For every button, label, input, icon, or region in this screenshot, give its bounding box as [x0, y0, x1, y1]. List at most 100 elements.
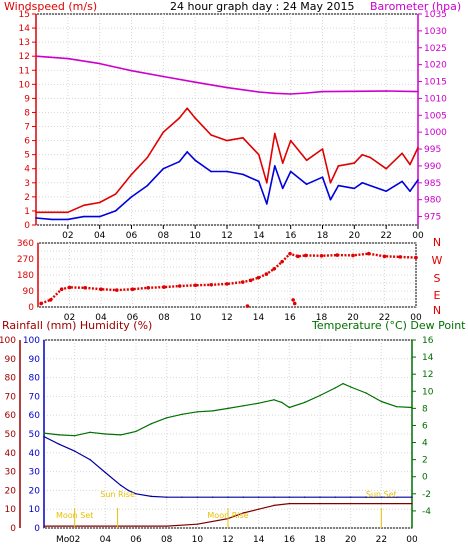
humidity-tick-label: 80 [29, 374, 41, 384]
x-tick-label: 08 [161, 535, 173, 545]
humidity-tick-label: 70 [29, 392, 41, 402]
x-tick-label: 12 [221, 231, 232, 241]
direction-point [292, 301, 297, 306]
x-tick-label: 04 [95, 313, 107, 323]
left-tick-label: 2 [24, 193, 30, 203]
point-gust [178, 117, 181, 119]
point-temperature [288, 406, 291, 409]
left-tick-label: 270 [17, 255, 34, 265]
point-gust [82, 204, 85, 207]
point-humidity [242, 512, 245, 514]
right-tick-label: 1015 [424, 78, 447, 88]
point-windspeed [273, 165, 276, 167]
rain-tick-label: 40 [5, 449, 17, 459]
point-dew-point [349, 496, 352, 498]
temp-tick-label: 12 [422, 370, 433, 380]
x-tick-label: 02 [69, 535, 80, 545]
point-gust [51, 211, 53, 214]
x-tick-label: 22 [379, 313, 390, 323]
point-dew-point [181, 496, 183, 498]
point-barometer [289, 93, 292, 95]
point-humidity [196, 523, 199, 525]
humidity-tick-label: 20 [29, 486, 41, 496]
point-dew-point [127, 489, 130, 492]
point-windspeed [210, 170, 212, 173]
point-temperature [273, 399, 275, 401]
point-temperature [365, 392, 367, 394]
left-tick-label: 14 [19, 24, 31, 34]
point-windspeed [98, 215, 101, 218]
left-tick-label: 5 [24, 151, 30, 161]
point-temperature [334, 387, 337, 389]
point-humidity [257, 508, 260, 510]
point-dew-point [288, 496, 291, 498]
point-temperature [43, 432, 45, 434]
right-tick-label: 1035 [424, 10, 447, 20]
rain-tick-label: 60 [5, 411, 17, 421]
point-barometer [417, 90, 419, 93]
rain-tick-label: 100 [0, 336, 16, 346]
point-gust [337, 165, 340, 167]
point-gust [35, 211, 37, 214]
point-dew-point [257, 496, 260, 498]
point-windspeed [82, 215, 85, 218]
point-temperature [135, 430, 137, 433]
wind-barometer-panel: 0123456789101112131415975980985990995100… [19, 10, 448, 241]
point-barometer [226, 86, 228, 89]
point-humidity [165, 525, 168, 527]
point-humidity [411, 502, 413, 505]
point-temperature [349, 386, 352, 388]
point-windspeed [401, 180, 403, 183]
rain-tick-label: 0 [10, 524, 16, 534]
point-gust [281, 162, 284, 164]
point-windspeed [361, 182, 364, 184]
direction-point [291, 298, 295, 302]
x-tick-label: 10 [189, 231, 201, 241]
point-windspeed [265, 203, 268, 205]
point-gust [98, 201, 101, 204]
point-barometer [194, 81, 196, 83]
point-barometer [305, 92, 308, 94]
left-tick-label: 1 [24, 207, 30, 217]
point-dew-point [165, 496, 168, 498]
point-dew-point [334, 496, 337, 498]
point-temperature [119, 434, 122, 436]
right-tick-label: 1005 [424, 111, 447, 121]
point-barometer [130, 69, 133, 72]
point-dew-point [365, 496, 367, 498]
right-tick-label: 1020 [424, 61, 447, 71]
rain-tick-label: 10 [5, 505, 17, 515]
rain-tick-label: 30 [5, 468, 17, 478]
right-tick-label: 985 [424, 179, 441, 189]
point-gust [226, 139, 228, 142]
rain-tick-label: 70 [5, 392, 17, 402]
x-tick-label: 12 [222, 535, 233, 545]
temp-tick-label: 2 [422, 456, 428, 466]
point-humidity [43, 525, 45, 527]
point-dew-point [273, 496, 275, 498]
left-tick-label: 13 [19, 38, 30, 48]
left-tick-label: 0 [28, 303, 34, 313]
point-gust [67, 211, 69, 214]
point-humidity [380, 502, 383, 505]
point-windspeed [194, 159, 196, 162]
point-windspeed [258, 180, 260, 183]
x-tick-label: 16 [284, 535, 296, 545]
x-tick-label: 10 [192, 535, 204, 545]
point-temperature [227, 407, 229, 410]
point-temperature [165, 417, 168, 419]
point-dew-point [395, 496, 398, 498]
temp-tick-label: 16 [422, 336, 434, 346]
left-tick-label: 90 [23, 287, 35, 297]
right-tick-label: 1000 [424, 128, 447, 138]
direction-trace [40, 252, 417, 305]
point-gust [210, 134, 212, 136]
point-windspeed [353, 187, 356, 190]
right-tick-label: 1030 [424, 27, 447, 37]
point-gust [114, 193, 117, 195]
left-tick-label: 180 [17, 271, 34, 281]
right-tick-label: 990 [424, 162, 441, 172]
point-gust [353, 162, 356, 164]
point-temperature [319, 394, 321, 397]
point-gust [417, 146, 419, 149]
